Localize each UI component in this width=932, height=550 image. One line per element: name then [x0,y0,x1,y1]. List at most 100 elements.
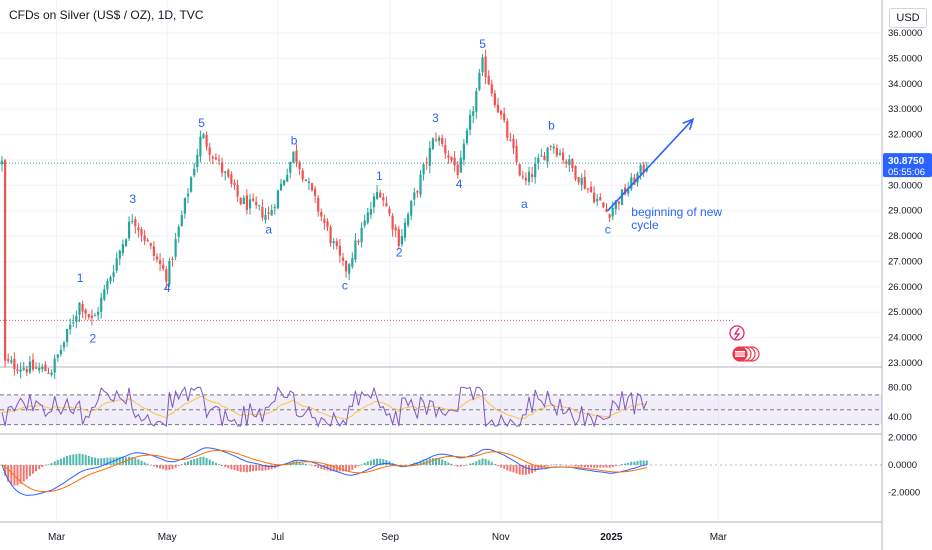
bar-countdown: 05:55:06 [888,167,925,178]
macd-histogram-bar [630,461,633,465]
candle-up [53,358,56,373]
macd-histogram-bar [94,457,96,465]
candle-down [357,240,360,243]
macd-histogram-bar [183,462,186,465]
candle-down [441,137,444,145]
wave-label: 2 [89,332,96,346]
macd-histogram-bar [342,465,344,472]
candle-up [558,152,562,155]
currency-badge[interactable]: USD [889,8,927,28]
candle-down [500,110,503,115]
macd-histogram-bar [87,455,90,465]
macd-histogram-bar [134,458,137,465]
wave-label: 3 [129,192,136,206]
candle-down [255,201,258,206]
candle-up [124,239,128,247]
macd-histogram-bar [202,456,205,465]
macd-histogram-bar [497,465,499,467]
macd-histogram-bar [103,457,106,465]
macd-histogram-bar [382,459,385,465]
candle-up [459,157,462,173]
macd-histogram-bar [478,459,481,465]
candle-down [301,170,304,180]
macd-histogram-bar [208,459,211,465]
macd-histogram-bar [165,465,168,471]
wave-label: 4 [164,281,171,295]
candle-down [317,197,320,212]
candle-down [140,229,143,236]
price-tick-label: 32.0000 [888,130,922,141]
macd-histogram-bar [645,460,648,465]
candle-down [453,157,456,166]
candle-down [490,84,493,94]
candle-down [267,212,270,214]
rsi-line [1,386,648,428]
macd-histogram-bar [16,465,19,486]
macd-histogram-bar [537,465,540,470]
macd-histogram-bar [72,454,75,465]
macd-histogram-bar [267,465,270,470]
macd-histogram-bar [317,465,320,468]
macd-histogram-bar [633,461,636,465]
candle-down [208,147,211,155]
macd-histogram-bar [304,463,307,465]
last-price-badge[interactable] [883,153,932,178]
macd-histogram-bar [81,454,84,465]
candle-down [230,174,233,184]
candle-up [100,297,103,312]
candle-up [630,177,633,190]
candle-down [450,156,453,161]
last-price-value: 30.8750 [888,156,925,167]
candle-down [444,145,447,154]
macd-histogram-bar [385,460,388,465]
candle-down [617,201,620,204]
candle-down [493,93,496,106]
candle-up [537,157,540,163]
macd-histogram-bar [159,465,162,469]
macd-histogram-bar [162,465,165,470]
price-tick-label: 27.0000 [888,256,922,267]
macd-histogram-bar [469,463,472,465]
trend-arrow [607,118,694,212]
candle-up [534,163,537,178]
macd-histogram-bar [270,465,273,470]
macd-histogram-bar [435,458,437,465]
wave-label: a [265,223,272,237]
macd-histogram-bar [574,465,577,467]
macd-histogram-bar [518,465,521,475]
candle-down [87,313,90,318]
rsi-ma-line [1,395,647,420]
candle-up [462,143,465,160]
candle-down [298,162,301,170]
candle-up [115,258,118,271]
macd-histogram-bar [431,457,434,465]
macd-histogram-bar [143,462,146,465]
time-axis[interactable]: Mar May Jul Sep Nov 2025 Mar [48,532,728,543]
candle-up [351,258,354,267]
candle-up [580,177,583,185]
macd-histogram-bar [59,458,62,465]
candle-up [202,134,205,139]
macd-histogram-bar [345,465,348,472]
macd-histogram-bar [41,465,44,468]
candle-up [199,136,202,157]
macd-histogram-bar [146,463,149,465]
candle-down [388,208,391,214]
macd-histogram-bar [230,465,233,470]
macd-histogram-bar [174,465,177,468]
macd-histogram-bar [419,460,422,465]
macd-histogram-bar [69,455,72,465]
candle-down [602,202,605,208]
grid-lines [0,0,883,550]
price-axis[interactable]: 23.0000 24.0000 25.0000 26.0000 27.0000 28.00… [882,0,922,499]
candle-up [128,221,131,239]
macd-histogram-bar [97,458,100,465]
candle-down [521,176,524,178]
candle-up [93,315,97,317]
candle-down [35,367,38,369]
candle-down [233,182,236,185]
wave-label: b [548,118,555,132]
flash-icon[interactable] [729,325,745,341]
macd-histogram-bar [187,461,189,465]
